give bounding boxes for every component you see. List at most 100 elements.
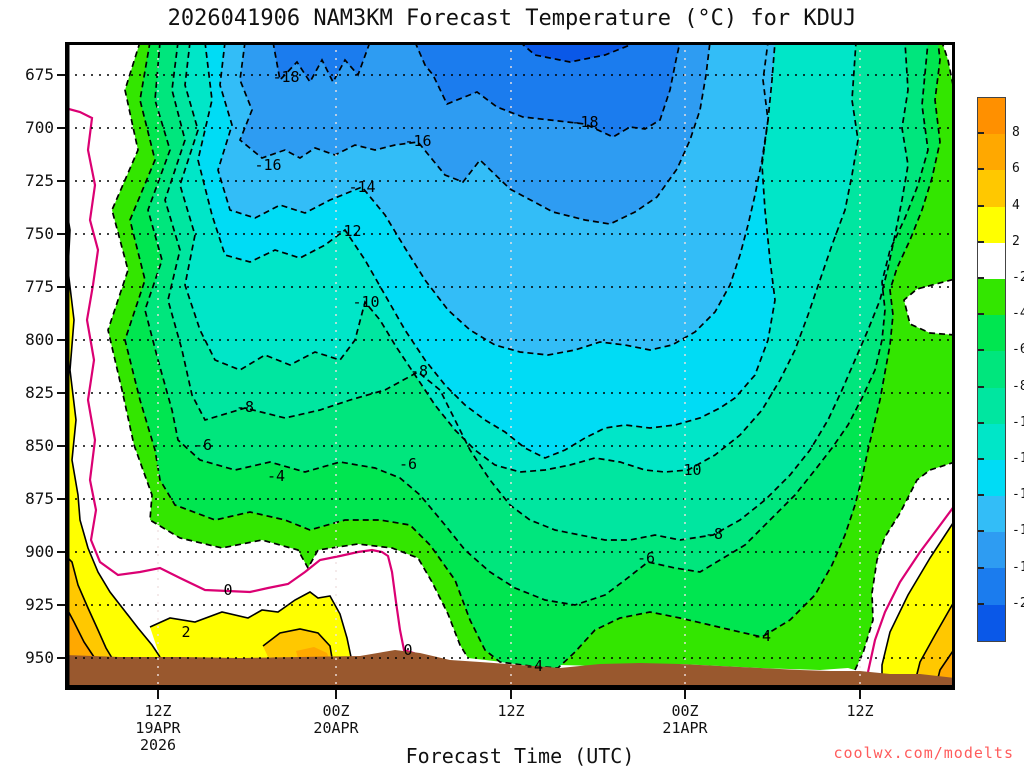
colorbar-segment (978, 387, 1005, 424)
chart-title: 2026041906 NAM3KM Forecast Temperature (… (167, 6, 857, 31)
contour-label: -10 (352, 293, 379, 311)
contour-label: -18 (571, 113, 598, 131)
contour-minus2-line (107, 42, 955, 671)
y-axis-label: 950 (25, 648, 54, 667)
band-plus6-bottom-blob (296, 647, 329, 658)
colorbar-segment (978, 532, 1005, 569)
x-axis-tick-label: 12Z (144, 702, 172, 720)
colorbar-tick-label: 2 (1012, 233, 1020, 249)
colorbar-tick-label: -14 (1012, 487, 1024, 503)
colorbar-tick (978, 566, 984, 569)
x-axis-tick-label: 00Z (671, 702, 699, 720)
x-axis-tick-label: 12Z (497, 702, 525, 720)
contour-plus4-left-line (65, 554, 113, 659)
temperature-cross-section-plot: -18 -18 -16 -16 -14 -12 -10 -10 -8 -8 -8 -6 -6 -6 -4 -4… (65, 42, 955, 690)
contour-label: -6 (637, 549, 655, 567)
colorbar-tick-label: -10 (1012, 414, 1024, 430)
y-axis-tick (57, 498, 65, 500)
y-axis-tick (57, 392, 65, 394)
colorbar-tick-label: -2 (1012, 270, 1024, 285)
colorbar-tick-label: 8 (1012, 125, 1020, 141)
colorbar-segment (978, 568, 1005, 605)
colorbar-tick-label: -20 (1012, 595, 1024, 611)
colorbar-segment (978, 496, 1005, 533)
contour-minus16-line (238, 42, 711, 225)
colorbar-tick (978, 240, 984, 243)
contour-minus6-line (144, 42, 929, 606)
contour-label: 0 (403, 641, 412, 659)
x-axis-tick (157, 690, 159, 699)
contour-label: -12 (334, 222, 361, 240)
warm-contour-lines (65, 199, 955, 679)
y-axis-label: 725 (25, 171, 54, 190)
colorbar-tick (978, 168, 984, 171)
contour-label: -6 (399, 455, 417, 473)
contour-label: -4 (753, 627, 771, 645)
zero-isotherm (65, 106, 955, 673)
isotherm-lines (107, 42, 955, 671)
contour-plus2-br-line (881, 519, 955, 678)
y-axis-tick (57, 604, 65, 606)
contour-label: -18 (272, 68, 299, 86)
colorbar-segment (978, 604, 1005, 641)
y-axis-label: 850 (25, 436, 54, 455)
colorbar-tick (978, 421, 984, 424)
colorbar-tick-label: -16 (1012, 523, 1024, 539)
contour-plus2-left-line (65, 199, 161, 658)
colorbar-tick (978, 132, 984, 135)
warm-bands (65, 199, 955, 680)
contour-label: -8 (705, 525, 723, 543)
y-axis-label: 700 (25, 118, 54, 137)
contour-minus18-line (272, 42, 681, 138)
contour-label: 0 (223, 581, 232, 599)
colorbar-segment (978, 459, 1005, 497)
contour-label: -14 (348, 178, 375, 196)
band-plus6-bottom-right (938, 648, 955, 680)
colorbar-tick-label: -12 (1012, 451, 1024, 466)
y-axis-label: 800 (25, 330, 54, 349)
band-plus4-bottom-right (916, 600, 955, 680)
colorbar-tick (978, 349, 984, 352)
colorbar-segment (978, 278, 1005, 316)
band-minus18 (415, 42, 680, 137)
contour-plus2-blob-line (149, 591, 352, 658)
y-axis-label: 875 (25, 489, 54, 508)
y-axis-tick (57, 127, 65, 129)
y-axis-label: 750 (25, 224, 54, 243)
contour-label: -10 (674, 461, 701, 479)
x-axis-date-label: 21APR (662, 719, 708, 737)
contour-plus4-br-line (915, 599, 955, 679)
x-axis-tick-label: 00Z (322, 702, 350, 720)
contour-minus4-line (124, 42, 941, 669)
y-axis-tick (57, 551, 65, 553)
colorbar-tick-label: 4 (1012, 197, 1020, 213)
x-axis-date-label: 19APR (135, 719, 181, 737)
contour-label: -8 (236, 398, 254, 416)
contour-plus4-blob-line (262, 628, 333, 659)
y-axis-label: 925 (25, 595, 54, 614)
colorbar-tick (978, 494, 984, 497)
contour-label: -6 (194, 436, 212, 454)
contour-label: -16 (254, 156, 281, 174)
colorbar-tick (978, 313, 984, 316)
x-axis-date-label: 20APR (313, 719, 359, 737)
colorbar-tick-label: -6 (1012, 342, 1024, 358)
zero-line-left (65, 106, 453, 664)
band-plus6-left (65, 605, 94, 657)
y-axis-tick (57, 74, 65, 76)
colorbar-tick (978, 458, 984, 460)
band-minus18-pocket (273, 42, 370, 82)
contour-plus6-br-line (937, 647, 955, 679)
cold-bands (108, 42, 955, 670)
x-axis-tick (859, 690, 861, 699)
colorbar-tick-label: -8 (1012, 378, 1024, 394)
y-axis-tick (57, 339, 65, 341)
contour-minus14-line (217, 42, 776, 356)
temperature-colorbar (977, 97, 1006, 642)
colorbar-tick-label: 6 (1012, 161, 1020, 177)
contour-label: -4 (525, 657, 543, 675)
x-axis-tick (335, 690, 337, 699)
colorbar-tick (978, 530, 984, 533)
contour-label: -4 (267, 467, 285, 485)
colorbar-tick (978, 277, 984, 279)
